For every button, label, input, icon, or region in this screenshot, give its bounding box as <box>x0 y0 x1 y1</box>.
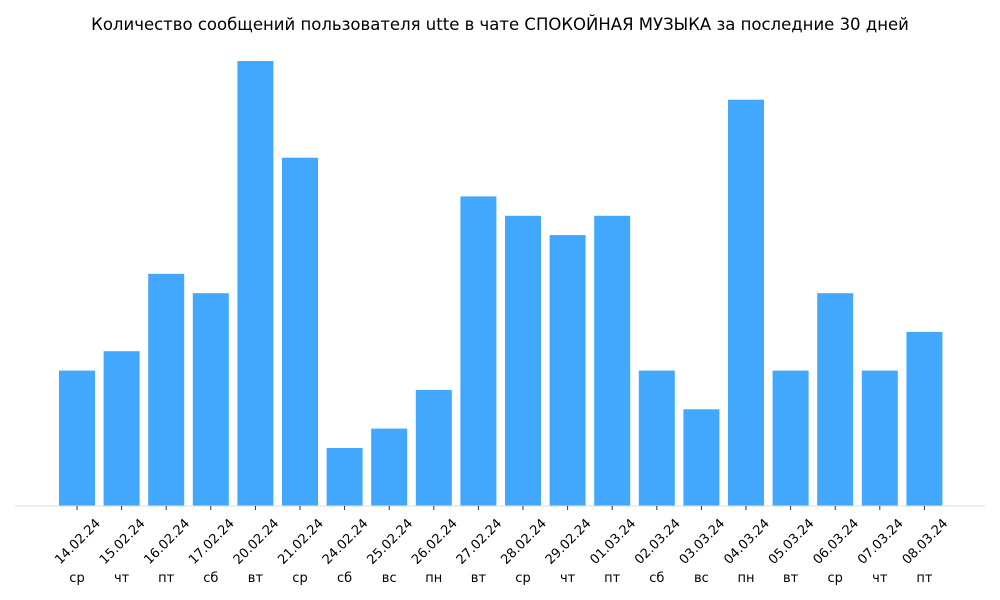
x-tick-label-weekday: вс <box>382 571 397 586</box>
x-tick-label-weekday: пт <box>158 571 174 586</box>
bar-26.02.24 <box>415 389 452 506</box>
x-tick-label-date: 14.02.24 <box>52 516 104 568</box>
x-tick-label-weekday: вт <box>783 571 799 586</box>
x-tick-label-date: 01.03.24 <box>587 516 639 568</box>
bar-24.02.24 <box>326 448 363 506</box>
x-tick-label-date: 07.03.24 <box>855 516 907 568</box>
x-tick-label-weekday: ср <box>292 571 307 586</box>
bar-29.02.24 <box>549 235 586 506</box>
bar-25.02.24 <box>371 428 408 506</box>
bar-17.02.24 <box>192 293 229 506</box>
x-tick-label-date: 29.02.24 <box>543 516 595 568</box>
x-tick-label-date: 25.02.24 <box>364 516 416 568</box>
x-tick-label-weekday: вт <box>471 571 487 586</box>
chart-title: Количество сообщений пользователя utte в… <box>91 15 909 34</box>
x-tick-label-weekday: ср <box>827 571 842 586</box>
x-tick-label-date: 16.02.24 <box>141 516 193 568</box>
x-tick-label-weekday: ср <box>69 571 84 586</box>
x-tick-label-weekday: сб <box>649 571 664 586</box>
x-tick-label-weekday: сб <box>203 571 218 586</box>
x-tick-label-weekday: чт <box>872 571 888 586</box>
bar-03.03.24 <box>683 409 720 506</box>
x-tick-label-date: 05.03.24 <box>766 516 818 568</box>
bar-16.02.24 <box>148 273 185 506</box>
x-tick-label-weekday: чт <box>560 571 576 586</box>
bar-01.03.24 <box>594 215 631 507</box>
bar-27.02.24 <box>460 196 497 506</box>
x-tick-label-weekday: чт <box>114 571 130 586</box>
x-tick-label-date: 24.02.24 <box>320 516 372 568</box>
bar-15.02.24 <box>103 351 140 506</box>
bar-14.02.24 <box>59 370 95 506</box>
bar-20.02.24 <box>237 61 274 506</box>
bar-08.03.24 <box>906 331 943 506</box>
x-tick-label-date: 03.03.24 <box>677 516 729 568</box>
x-tick-label-date: 26.02.24 <box>409 516 461 568</box>
x-tick-label-weekday: вт <box>248 571 264 586</box>
x-tick-label-date: 15.02.24 <box>97 516 149 568</box>
x-tick-label-date: 21.02.24 <box>275 516 327 568</box>
x-tick-label-date: 27.02.24 <box>454 516 506 568</box>
x-tick-label-date: 20.02.24 <box>231 516 283 568</box>
bar-06.03.24 <box>817 293 854 506</box>
bar-07.03.24 <box>861 370 898 506</box>
x-tick-label-date: 28.02.24 <box>498 516 550 568</box>
x-tick-label-weekday: пн <box>425 571 442 586</box>
x-tick-label-weekday: ср <box>515 571 530 586</box>
x-tick-label-date: 08.03.24 <box>900 516 952 568</box>
x-axis-ticks: 14.02.24 ср 15.02.24 чт 16.02.24 пт 17.02.24 сб… <box>52 506 951 586</box>
bar-02.03.24 <box>638 370 675 506</box>
bar-21.02.24 <box>282 157 318 506</box>
bar-05.03.24 <box>772 370 809 506</box>
x-tick-label-date: 06.03.24 <box>810 516 862 568</box>
x-tick-label-weekday: пт <box>916 571 932 586</box>
x-tick-label-weekday: пт <box>604 571 620 586</box>
x-tick-label-weekday: сб <box>337 571 352 586</box>
x-tick-label-weekday: пн <box>738 571 755 586</box>
x-tick-label-date: 17.02.24 <box>186 516 238 568</box>
x-tick-label-weekday: вс <box>694 571 709 586</box>
bar-04.03.24 <box>728 99 764 506</box>
x-tick-label-date: 04.03.24 <box>721 516 773 568</box>
x-tick-label-date: 02.03.24 <box>632 516 684 568</box>
bar-28.02.24 <box>505 215 541 507</box>
bars-group <box>59 61 943 507</box>
